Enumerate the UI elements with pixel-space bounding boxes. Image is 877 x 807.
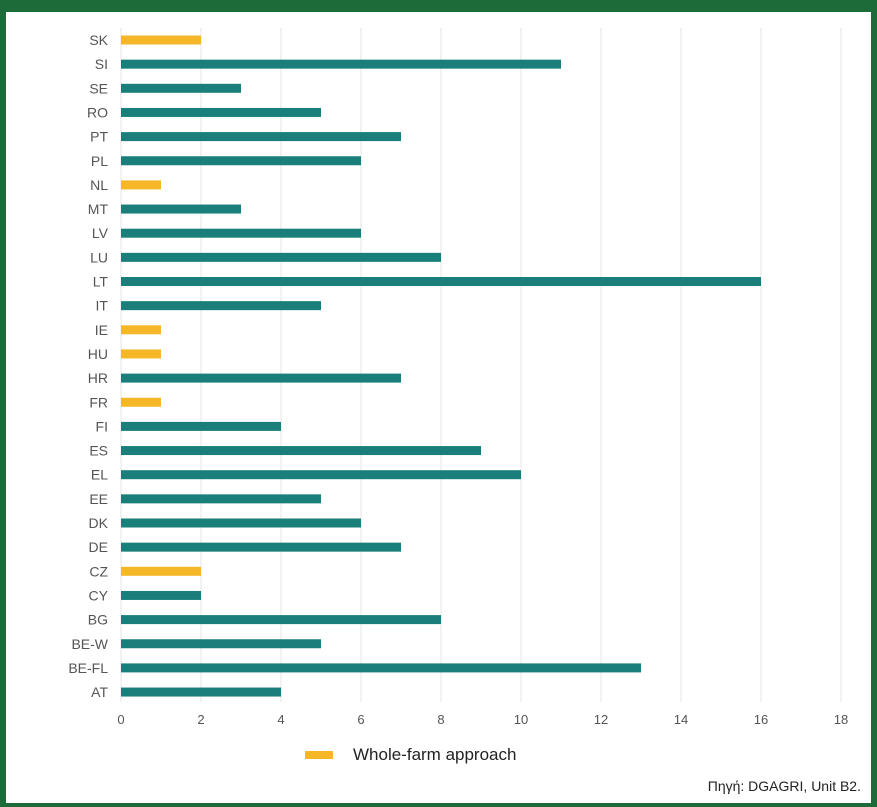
- bar: [121, 397, 161, 407]
- bar: [121, 349, 161, 359]
- bar: [121, 180, 161, 190]
- bar: [121, 494, 321, 504]
- y-category-label: LV: [92, 225, 109, 241]
- y-category-label: SE: [89, 80, 108, 96]
- y-category-label: HR: [88, 370, 108, 386]
- y-category-label: BE-W: [71, 636, 108, 652]
- bar: [121, 301, 321, 311]
- y-category-label: DE: [89, 539, 108, 555]
- y-category-label: BE-FL: [68, 660, 108, 676]
- bar: [121, 566, 201, 576]
- y-category-label: CZ: [89, 563, 108, 579]
- bar: [121, 252, 441, 262]
- bar: [121, 590, 201, 600]
- bar: [121, 542, 401, 552]
- x-tick-label: 0: [117, 712, 124, 727]
- y-category-label: SK: [89, 32, 108, 48]
- y-category-label: IE: [95, 322, 108, 338]
- y-category-label: AT: [91, 684, 108, 700]
- y-category-label: RO: [87, 104, 108, 120]
- y-category-label: MT: [88, 201, 109, 217]
- x-tick-label: 12: [594, 712, 608, 727]
- top-border: [0, 0, 877, 12]
- x-tick-label: 16: [754, 712, 768, 727]
- bar: [121, 132, 401, 142]
- bar: [121, 204, 241, 214]
- bar: [121, 325, 161, 335]
- bar: [121, 687, 281, 697]
- y-category-label: LU: [90, 249, 108, 265]
- y-category-label: EL: [91, 467, 108, 483]
- bar: [121, 446, 481, 456]
- y-category-label: CY: [89, 587, 109, 603]
- y-category-label: DK: [89, 515, 109, 531]
- bar: [121, 59, 561, 69]
- x-tick-label: 2: [197, 712, 204, 727]
- bar: [121, 421, 281, 431]
- source-note: Πηγή: DGAGRI, Unit B2.: [707, 778, 861, 794]
- legend: Whole-farm approach: [305, 745, 516, 765]
- x-tick-label: 4: [277, 712, 284, 727]
- bar: [121, 277, 761, 286]
- bar: [121, 663, 641, 673]
- y-category-label: LT: [93, 274, 109, 290]
- bar: [121, 107, 321, 117]
- y-category-label: NL: [90, 177, 108, 193]
- y-category-label: SI: [95, 56, 108, 72]
- bar: [121, 228, 361, 238]
- bar: [121, 615, 441, 625]
- x-tick-label: 10: [514, 712, 528, 727]
- y-category-label: PT: [90, 129, 108, 145]
- bar: [121, 373, 401, 383]
- x-tick-label: 6: [357, 712, 364, 727]
- legend-swatch-whole-farm: [305, 751, 333, 759]
- bar: [121, 470, 521, 480]
- bar: [121, 83, 241, 93]
- y-category-label: IT: [96, 298, 109, 314]
- legend-label: Whole-farm approach: [353, 745, 517, 764]
- bar-chart: 0 2 4 6 8 10 12 14 16 18 SK SI SE RO PT PL NL MT LV LU LT IT I…: [68, 28, 848, 727]
- x-tick-label: 18: [834, 712, 848, 727]
- bar: [121, 35, 201, 45]
- bar: [121, 518, 361, 528]
- bar: [121, 156, 361, 166]
- y-category-label: HU: [88, 346, 108, 362]
- y-category-label: FI: [96, 418, 108, 434]
- y-category-label: EE: [89, 491, 108, 507]
- bar: [121, 639, 321, 649]
- y-category-label: ES: [89, 443, 108, 459]
- y-category-label: BG: [88, 612, 108, 628]
- y-category-label: PL: [91, 153, 108, 169]
- x-tick-label: 8: [437, 712, 444, 727]
- x-tick-label: 14: [674, 712, 688, 727]
- y-category-label: FR: [89, 394, 108, 410]
